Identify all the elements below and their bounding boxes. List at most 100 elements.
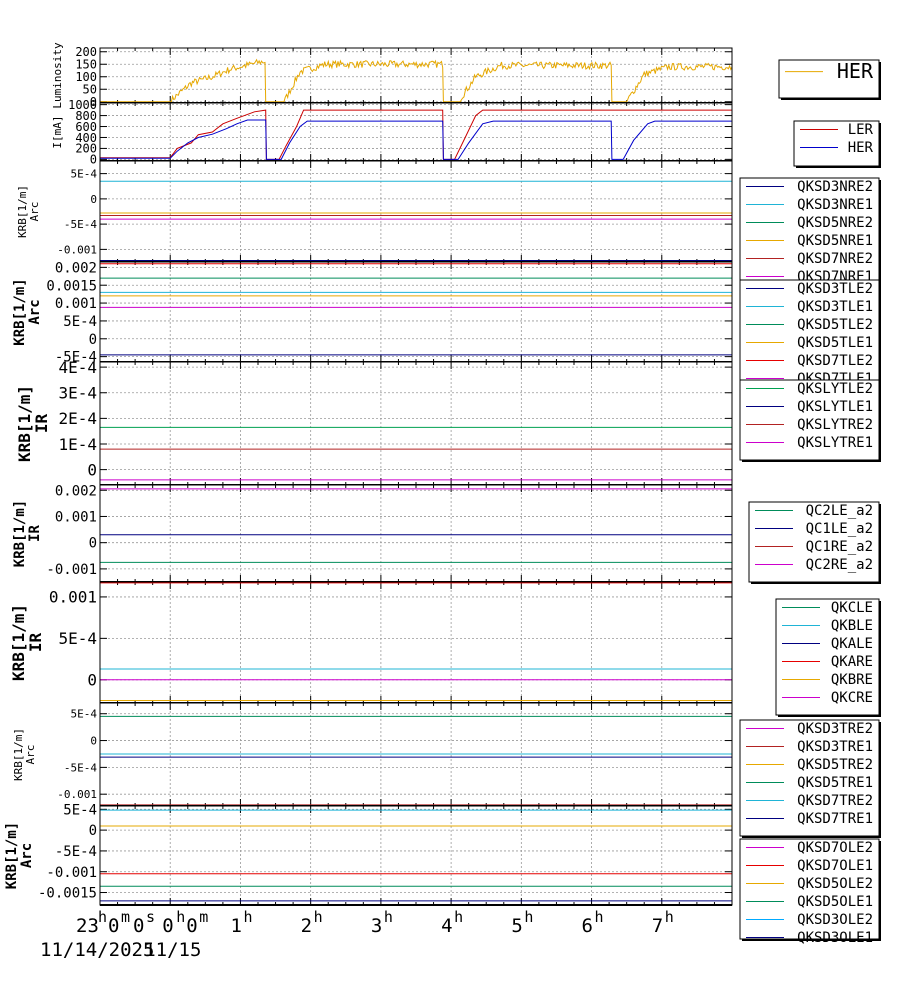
legend: QKSD3NRE2 QKSD3NRE1 QKSD5NRE2 QKSD5NRE1 QKSD… xyxy=(739,177,881,296)
legend-entry-qkare: QKARE xyxy=(831,654,873,670)
legend-entry-qc1le_a2: QC1LE_a2 xyxy=(806,521,873,537)
y-tick-label: 0 xyxy=(90,735,97,748)
x-tick-unit-h: h xyxy=(176,908,185,926)
y-tick-label: 5E-4 xyxy=(58,629,97,648)
legend-box xyxy=(739,379,880,461)
y-tick-label: 5E-4 xyxy=(63,314,97,330)
legend-box xyxy=(739,719,880,837)
y-axis-label-sub: Arc xyxy=(24,745,37,765)
legend-entry-qkbre: QKBRE xyxy=(831,672,873,688)
legend-entry-qksd7ole2: QKSD7OLE2 xyxy=(797,840,873,856)
legend: LER HER xyxy=(793,120,881,168)
y-tick-label: 1E-4 xyxy=(58,435,97,454)
legend-box xyxy=(739,279,880,397)
x-tick-minute: 0 xyxy=(186,915,197,937)
y-tick-label: 0.002 xyxy=(55,483,97,499)
panel-5: 4E-43E-42E-41E-40KRB[1/m]IRQKSLYTLE2QKSL… xyxy=(15,358,881,486)
x-tick-unit-h: h xyxy=(665,908,674,926)
legend: QC2LE_a2 QC1LE_a2 QC1RE_a2 QC2RE_a2 xyxy=(748,501,881,584)
plot-area xyxy=(100,582,732,703)
plot-area xyxy=(100,362,732,485)
legend: QKSLYTLE2 QKSLYTLE1 QKSLYTRE2 QKSLYTRE1 xyxy=(739,379,881,462)
x-tick-hour: 5 xyxy=(511,915,522,937)
legend-entry-qkcle: QKCLE xyxy=(831,600,873,616)
legend-entry-qc2re_a2: QC2RE_a2 xyxy=(806,557,873,573)
legend-entry-qksd7ole1: QKSD7OLE1 xyxy=(797,858,873,874)
panel-6: 0.002 0.001 0 -0.001 KRB[1/m] IR QC2LE_a2 QC1LE… xyxy=(12,483,881,584)
plot-area xyxy=(100,703,732,806)
legend-entry-qksd3nre2: QKSD3NRE2 xyxy=(797,179,873,195)
legend-box xyxy=(778,59,880,99)
x-tick-hour: 7 xyxy=(652,915,663,937)
legend-entry-qksd5tre2: QKSD5TRE2 xyxy=(797,757,873,773)
legend-entry-qksd7nre2: QKSD7NRE2 xyxy=(797,251,873,267)
legend-entry-qkcre: QKCRE xyxy=(831,690,873,706)
x-tick-unit-h: h xyxy=(314,908,323,926)
legend-entry-qksd3tle2: QKSD3TLE2 xyxy=(797,281,873,297)
panel-9: 5E-4 0 -5E-4 -0.001 -0.0015 KRB[1/m] Arc QKSD7O… xyxy=(4,802,881,946)
legend-box xyxy=(739,177,880,295)
y-axis-label: KRB[1/m] xyxy=(4,822,20,889)
legend-entry-qkslytle1: QKSLYTLE1 xyxy=(797,399,873,415)
y-tick-label: 0 xyxy=(89,536,97,552)
y-tick-label: 200 xyxy=(75,45,97,59)
y-axis-label: Luminosity xyxy=(51,42,64,109)
series-line-her xyxy=(100,119,732,160)
y-tick-label: 600 xyxy=(75,120,97,134)
legend-entry-qksd7tle2: QKSD7TLE2 xyxy=(797,353,873,369)
legend-entry-qksd3ole1: QKSD3OLE1 xyxy=(797,930,873,946)
panel-4: 0.002 0.0015 0.001 5E-4 0 -5E-4 KRB[1/m] Arc QKS… xyxy=(12,260,881,398)
legend-entry-qksd3ole2: QKSD3OLE2 xyxy=(797,912,873,928)
y-tick-label: 0.0015 xyxy=(46,278,97,294)
legend-entry-qksd5tle2: QKSD5TLE2 xyxy=(797,317,873,333)
y-tick-label: -0.001 xyxy=(57,788,97,801)
legend-entry-qksd7tre2: QKSD7TRE2 xyxy=(797,793,873,809)
legend-entry-qksd5nre2: QKSD5NRE2 xyxy=(797,215,873,231)
y-tick-label: -0.0015 xyxy=(38,886,97,902)
legend-entry-qksd5ole2: QKSD5OLE2 xyxy=(797,876,873,892)
y-tick-label: 5E-4 xyxy=(71,168,98,181)
y-tick-label: -0.001 xyxy=(46,865,97,881)
plot-area xyxy=(100,806,732,905)
y-tick-label: 100 xyxy=(75,70,97,84)
y-axis-label-sub: IR xyxy=(26,633,45,653)
y-tick-label: -0.001 xyxy=(57,243,97,256)
legend-box xyxy=(793,120,880,167)
y-tick-label: 0 xyxy=(89,332,97,348)
y-tick-label: -5E-4 xyxy=(64,218,97,231)
y-tick-label: -0.001 xyxy=(46,562,97,578)
y-axis-label: KRB[1/m] xyxy=(12,728,25,781)
x-tick-unit-h: h xyxy=(384,908,393,926)
y-tick-label: 50 xyxy=(83,83,97,97)
y-tick-label: 0 xyxy=(87,671,97,690)
legend: QKCLE QKBLE QKALE QKARE QKBRE QKCRE xyxy=(775,598,881,717)
legend: QKSD3TRE2 QKSD3TRE1 QKSD5TRE2 QKSD5TRE1 QKSD… xyxy=(739,719,881,838)
y-axis-label: KRB[1/m] xyxy=(15,385,34,462)
y-tick-label: 4E-4 xyxy=(58,358,97,377)
legend-entry-qkale: QKALE xyxy=(831,636,873,652)
x-tick-hour: 23 xyxy=(76,915,99,937)
x-tick-unit-s: s xyxy=(146,908,155,926)
x-tick-second: 0 xyxy=(133,915,144,937)
legend-box xyxy=(739,838,880,940)
y-axis-label-sub: IR xyxy=(27,525,43,542)
legend-entry-her: HER xyxy=(837,59,874,83)
y-axis-label-sub: Arc xyxy=(27,299,43,324)
series-line-her xyxy=(100,58,733,103)
legend: QKSD7OLE2 QKSD7OLE1 QKSD5OLE2 QKSD5OLE1 QKSD… xyxy=(739,838,881,946)
legend-entry-qc2le_a2: QC2LE_a2 xyxy=(806,503,873,519)
legend-entry-qksd5nre1: QKSD5NRE1 xyxy=(797,233,873,249)
legend: QKSD3TLE2 QKSD3TLE1 QKSD5TLE2 QKSD5TLE1 QKSD… xyxy=(739,279,881,398)
legend-entry-qksd5tle1: QKSD5TLE1 xyxy=(797,335,873,351)
panel-7: 0.001 5E-4 0 KRB[1/m]IR QKCLE QKBLE QKALE QKARE… xyxy=(9,581,881,717)
x-tick-hour: 4 xyxy=(441,915,452,937)
x-tick-unit-h: h xyxy=(243,908,252,926)
x-tick-label: 23 h 0 m 0 s xyxy=(76,908,155,937)
x-tick-hour: 6 xyxy=(582,915,593,937)
